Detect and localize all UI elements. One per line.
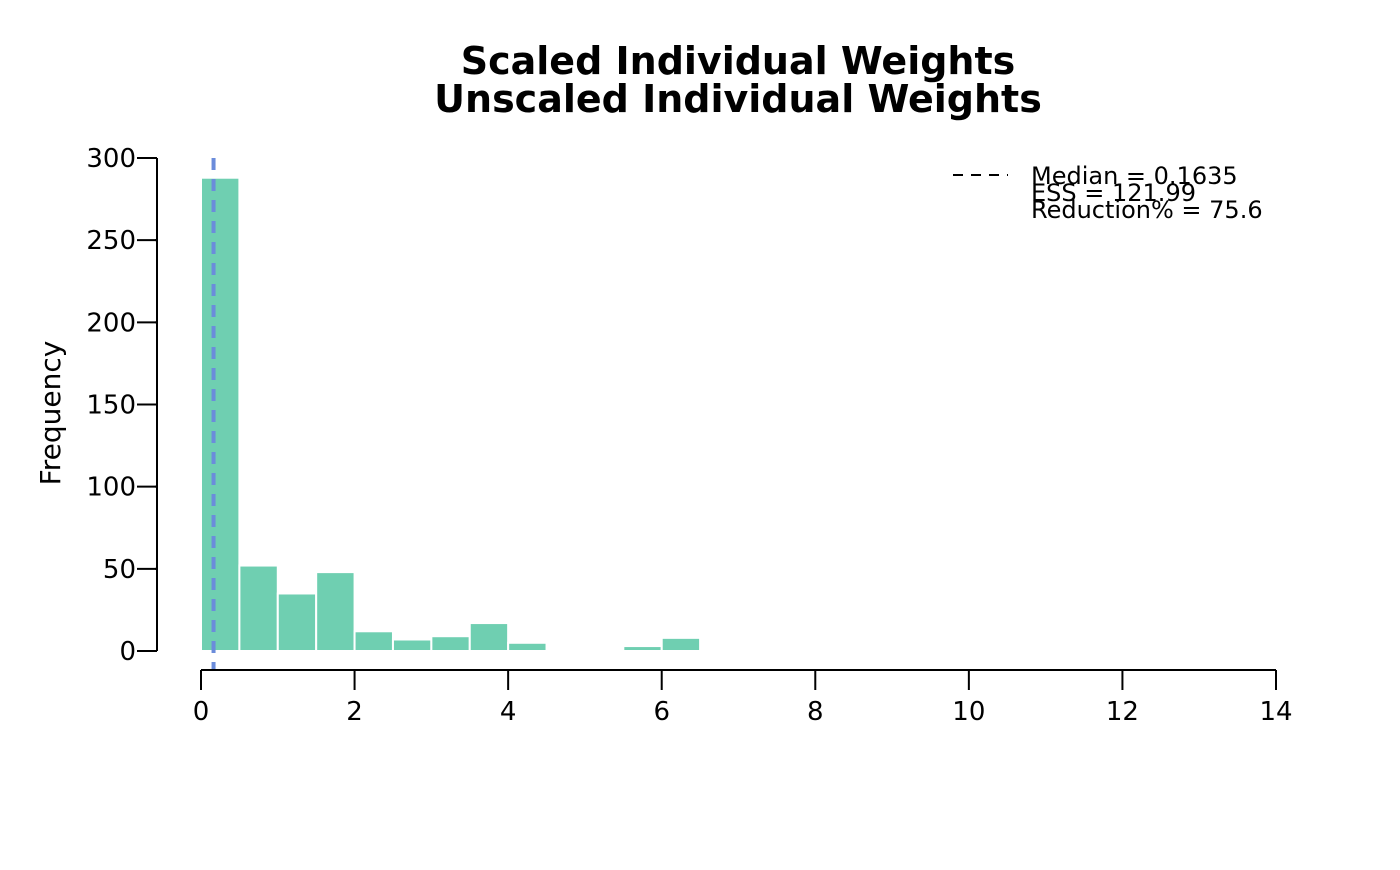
- chart-title: Scaled Individual Weights: [461, 39, 1016, 83]
- histogram-bar-0: [200, 176, 241, 652]
- legend-reduction: Reduction% = 75.6: [1031, 196, 1263, 224]
- histogram-bar-5: [391, 638, 433, 652]
- axes-layer: 0 50 100 150 200 250 300 0 2 4 6 8 10 12 14: [86, 144, 1292, 727]
- chart-subtitle: Unscaled Individual Weights: [434, 77, 1042, 121]
- y-tick-label-100: 100: [86, 473, 136, 503]
- histogram-bar-2: [276, 592, 318, 653]
- y-tick-label-200: 200: [86, 308, 136, 338]
- histogram-bar-1: [238, 564, 279, 653]
- histogram-bar-6: [430, 635, 471, 653]
- y-tick-label-300: 300: [86, 144, 136, 174]
- legend-ess: ESS = 121.99: [1031, 179, 1196, 207]
- bars-layer: [200, 176, 1278, 653]
- histogram-bar-3: [315, 571, 356, 652]
- histogram-bar-7: [468, 622, 510, 653]
- x-tick-label-14: 14: [1259, 697, 1292, 727]
- x-tick-label-2: 2: [346, 697, 363, 727]
- legend-median: Median = 0.1635: [1031, 162, 1238, 190]
- y-tick-label-0: 0: [119, 637, 136, 667]
- histogram-bar-14: [1236, 648, 1278, 653]
- x-tick-label-0: 0: [193, 697, 210, 727]
- histogram-bar-8: [507, 641, 548, 652]
- histogram-bar-11: [622, 645, 663, 653]
- x-tick-label-10: 10: [952, 697, 985, 727]
- histogram-bar-4: [353, 630, 394, 653]
- y-tick-label-50: 50: [103, 555, 136, 585]
- y-axis-label: Frequency: [34, 341, 67, 486]
- legend: Median = 0.1635 ESS = 121.99 Reduction% …: [953, 162, 1263, 224]
- histogram-bar-13: [1121, 648, 1162, 653]
- y-tick-label-250: 250: [86, 226, 136, 256]
- x-tick-label-12: 12: [1106, 697, 1139, 727]
- x-tick-label-6: 6: [653, 697, 670, 727]
- y-tick-label-150: 150: [86, 391, 136, 421]
- histogram-bar-12: [660, 636, 702, 652]
- x-tick-label-4: 4: [500, 697, 517, 727]
- x-tick-label-8: 8: [807, 697, 824, 727]
